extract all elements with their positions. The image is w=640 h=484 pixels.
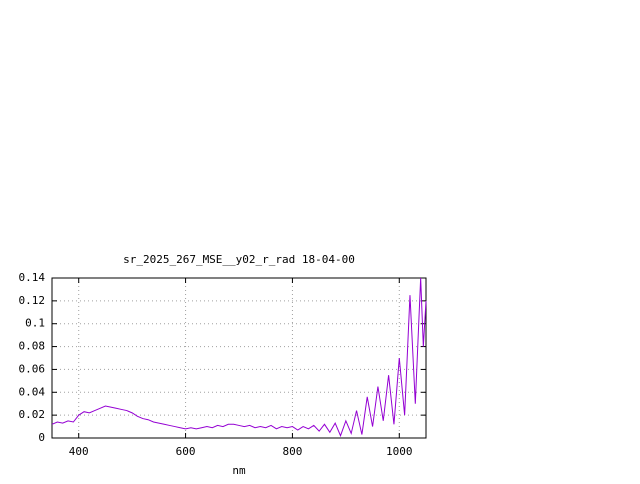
y-tick-label: 0.02 — [19, 408, 46, 421]
y-tick-label: 0.04 — [19, 385, 46, 398]
x-axis-label: nm — [232, 464, 246, 477]
chart-title: sr_2025_267_MSE__y02_r_rad 18-04-00 — [123, 253, 355, 266]
data-line — [51, 277, 427, 438]
x-tick-label: 400 — [69, 445, 89, 458]
y-tick-label: 0.1 — [25, 317, 45, 330]
x-tick-label: 1000 — [386, 445, 413, 458]
x-tick-label: 600 — [176, 445, 196, 458]
y-tick-label: 0.14 — [19, 271, 46, 284]
y-tick-label: 0 — [38, 431, 45, 444]
x-tick-label: 800 — [282, 445, 302, 458]
plot-frame — [51, 277, 427, 439]
y-tick-label: 0.12 — [19, 294, 46, 307]
y-tick-label: 0.06 — [19, 362, 46, 375]
y-tick-label: 0.08 — [19, 340, 46, 353]
